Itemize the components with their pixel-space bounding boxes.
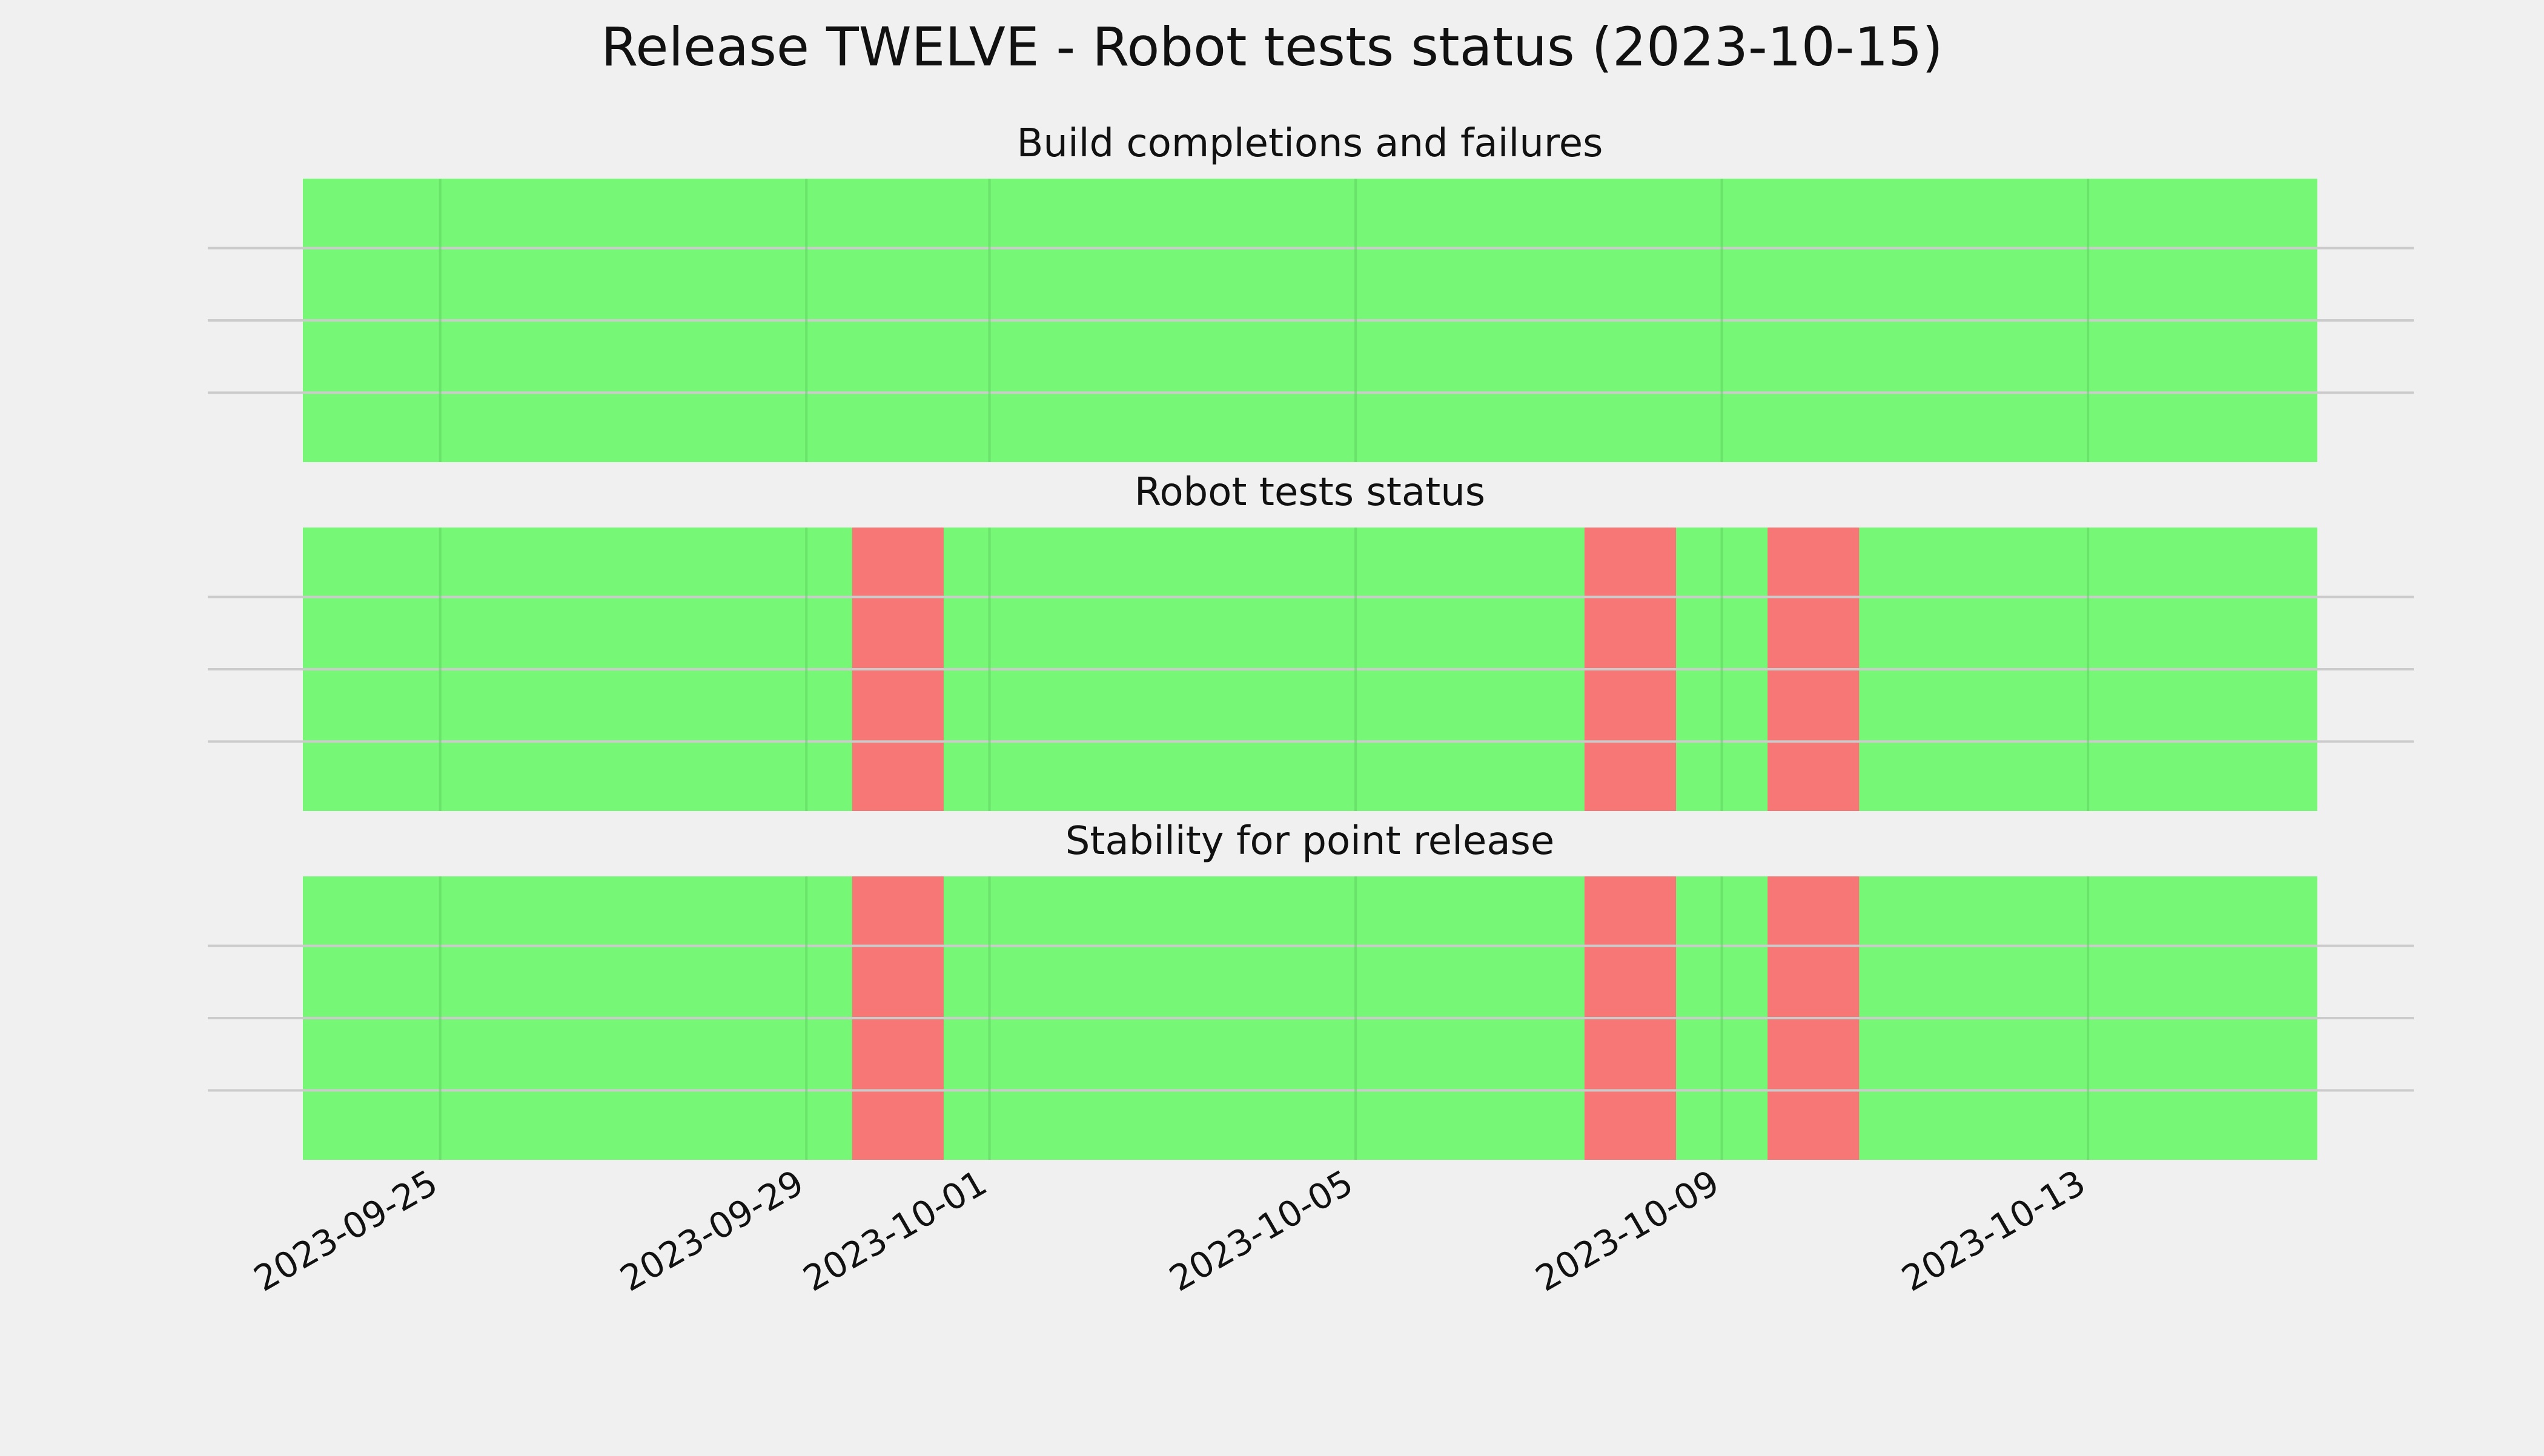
panel-title: Stability for point release [1065, 819, 1555, 864]
panel-3: Stability for point release [208, 819, 2414, 1160]
panel-title: Robot tests status [1135, 470, 1485, 515]
panel-2: Robot tests status [208, 470, 2414, 811]
panel-title: Build completions and failures [1017, 121, 1603, 166]
panels-layer: Build completions and failures Robot test… [208, 121, 2414, 1160]
panel-1: Build completions and failures [208, 121, 2414, 462]
chart-title: Release TWELVE - Robot tests status (202… [601, 16, 1943, 78]
